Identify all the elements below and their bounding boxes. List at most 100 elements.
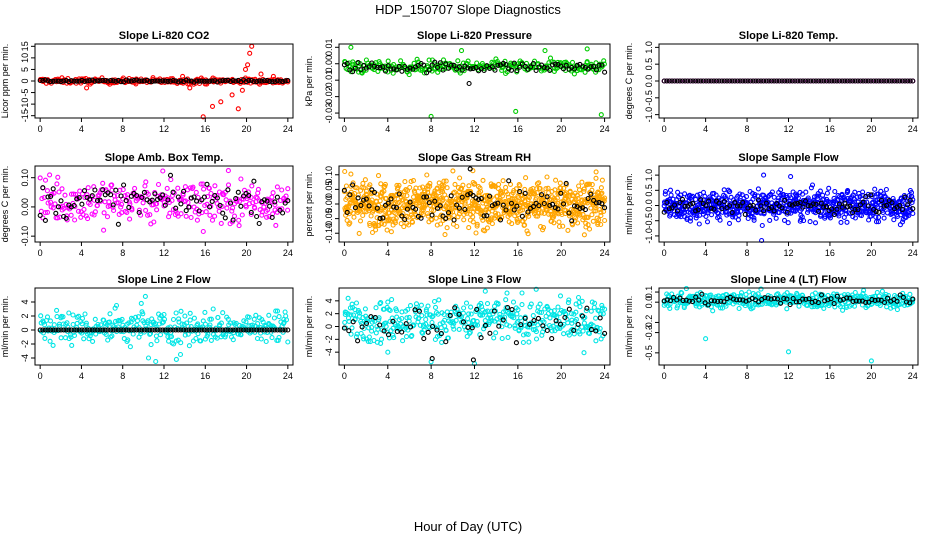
data-point bbox=[434, 185, 440, 191]
data-point bbox=[556, 219, 562, 225]
data-point bbox=[860, 189, 866, 195]
data-point bbox=[140, 311, 146, 317]
data-point bbox=[860, 199, 866, 205]
data-point bbox=[61, 327, 67, 333]
data-point bbox=[371, 189, 378, 195]
data-point bbox=[588, 64, 594, 70]
data-point bbox=[542, 48, 548, 54]
data-point bbox=[866, 299, 872, 305]
data-point bbox=[484, 213, 490, 219]
data-point bbox=[566, 297, 572, 303]
data-point bbox=[910, 197, 916, 203]
data-point bbox=[248, 211, 254, 218]
data-point bbox=[136, 209, 142, 216]
data-point bbox=[100, 77, 106, 83]
data-point bbox=[598, 213, 604, 219]
data-point bbox=[462, 201, 468, 207]
data-point bbox=[795, 195, 801, 201]
data-point bbox=[456, 64, 462, 70]
data-point bbox=[109, 333, 115, 339]
data-point bbox=[208, 190, 214, 197]
data-point bbox=[745, 78, 751, 84]
data-point bbox=[389, 315, 395, 321]
x-tick-label: 20 bbox=[866, 371, 876, 381]
data-point bbox=[273, 308, 279, 314]
data-point bbox=[187, 310, 193, 316]
data-point bbox=[391, 335, 397, 341]
data-point bbox=[218, 220, 224, 226]
x-tick-label: 4 bbox=[385, 371, 390, 381]
data-point bbox=[277, 207, 283, 213]
data-point bbox=[378, 181, 384, 187]
data-point bbox=[344, 217, 350, 223]
data-point bbox=[199, 78, 205, 84]
data-point bbox=[462, 199, 468, 205]
data-point bbox=[662, 188, 669, 195]
data-point bbox=[407, 303, 414, 309]
data-point bbox=[886, 78, 892, 84]
data-point bbox=[535, 213, 541, 219]
x-tick-label: 0 bbox=[662, 124, 667, 134]
data-point bbox=[124, 209, 130, 215]
data-point bbox=[818, 200, 824, 206]
data-point bbox=[196, 208, 202, 214]
data-point bbox=[125, 337, 131, 343]
data-point bbox=[462, 206, 468, 213]
data-point bbox=[763, 200, 769, 206]
data-point bbox=[196, 327, 202, 333]
y-tick-label: 5 bbox=[20, 67, 30, 72]
data-point bbox=[674, 78, 680, 84]
data-point bbox=[702, 193, 708, 199]
data-point bbox=[451, 189, 458, 195]
data-point bbox=[515, 307, 521, 313]
data-point bbox=[359, 321, 365, 327]
data-point bbox=[438, 221, 444, 227]
data-point bbox=[439, 339, 445, 345]
data-point bbox=[601, 198, 607, 204]
x-tick-label: 8 bbox=[745, 371, 750, 381]
data-point bbox=[541, 64, 547, 70]
data-point bbox=[817, 188, 823, 194]
data-point bbox=[837, 297, 843, 303]
data-point bbox=[899, 219, 906, 225]
data-point bbox=[503, 207, 509, 213]
data-point bbox=[496, 320, 502, 326]
data-point bbox=[136, 78, 142, 84]
data-point bbox=[408, 324, 414, 330]
data-point bbox=[127, 216, 133, 222]
data-point bbox=[110, 78, 116, 84]
data-point bbox=[90, 338, 96, 344]
data-point bbox=[367, 222, 373, 229]
data-point bbox=[693, 294, 699, 300]
data-point bbox=[831, 301, 837, 307]
data-point bbox=[729, 203, 735, 209]
data-point bbox=[121, 327, 127, 333]
data-point bbox=[119, 201, 125, 207]
data-point bbox=[484, 63, 490, 69]
data-point bbox=[690, 193, 696, 199]
data-point bbox=[584, 59, 590, 65]
data-point bbox=[703, 203, 709, 209]
data-point bbox=[522, 222, 528, 228]
data-point bbox=[669, 205, 675, 211]
data-point bbox=[855, 207, 861, 213]
data-point bbox=[233, 327, 239, 333]
data-point bbox=[273, 222, 279, 228]
data-point bbox=[807, 219, 813, 225]
data-point bbox=[500, 60, 506, 66]
data-point bbox=[577, 205, 583, 212]
data-point bbox=[355, 338, 361, 344]
data-point bbox=[661, 78, 667, 84]
data-point bbox=[38, 313, 44, 319]
panel-title: Slope Li-820 CO2 bbox=[119, 30, 209, 42]
data-point bbox=[383, 207, 389, 213]
series-2 bbox=[341, 59, 608, 87]
data-point bbox=[481, 67, 487, 74]
data-point bbox=[207, 327, 213, 333]
data-point bbox=[800, 296, 806, 302]
data-point bbox=[721, 299, 727, 305]
data-point bbox=[409, 218, 415, 225]
data-point bbox=[844, 295, 850, 301]
data-point bbox=[601, 58, 607, 64]
data-point bbox=[452, 181, 458, 187]
